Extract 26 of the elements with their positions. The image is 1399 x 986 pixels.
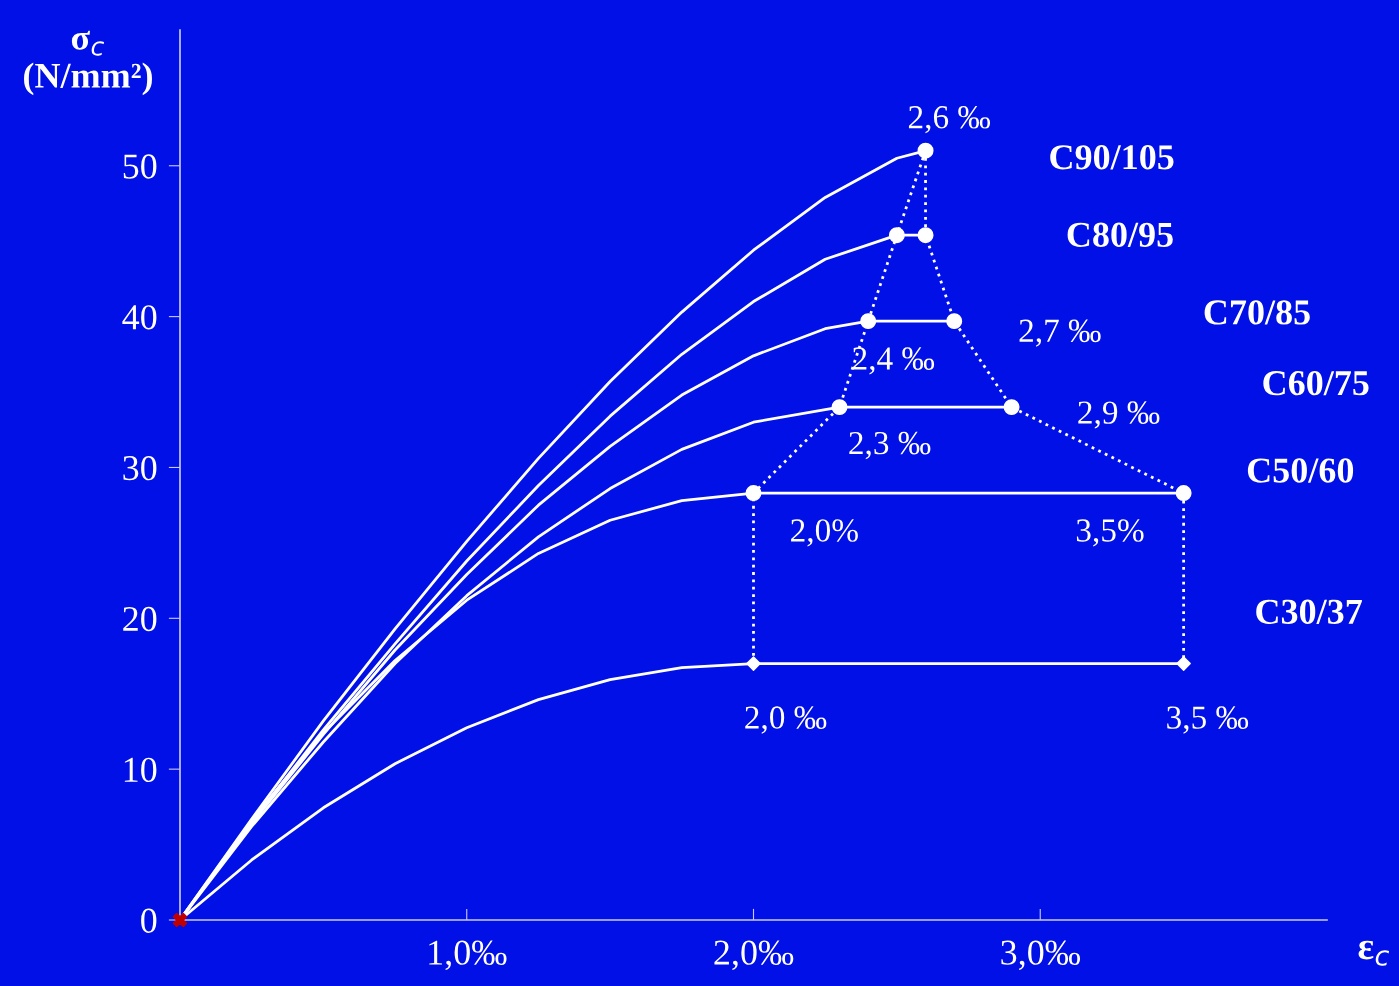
annotation: 2,6 ‰ xyxy=(908,105,991,134)
y-tick-label: 20 xyxy=(123,606,157,632)
text: C60/75 xyxy=(1263,370,1369,396)
y-tick-label: 40 xyxy=(122,305,157,330)
x-tick-label: 3,0‰ xyxy=(1001,940,1081,971)
annotation: 2,0 ‰ xyxy=(745,706,827,734)
y-axis-title: σ$_{c}$ (N/mm²) xyxy=(24,30,152,96)
series-label: C50/60 xyxy=(1247,458,1354,483)
x-tick-label: 1,0‰ xyxy=(429,940,507,971)
annotation: 2,4 ‰ xyxy=(853,347,935,375)
annotation: 2,0% xyxy=(791,519,858,547)
y-tick-label: 50 xyxy=(123,154,157,179)
annotation: 2,9 ‰ xyxy=(1078,401,1160,429)
text: C80/95 xyxy=(1067,222,1173,247)
annotation: 3,5% xyxy=(1076,519,1144,547)
annotation: 2,3 ‰ xyxy=(849,431,931,460)
y-tick-label: 10 xyxy=(124,757,157,783)
x-axis-title: ε$_{c}$ xyxy=(1358,940,1390,966)
y-tick-label: 30 xyxy=(123,455,157,481)
x-tick-label: 2,0‰ xyxy=(714,940,794,971)
text: C90/105 xyxy=(1050,145,1174,170)
annotation: 2,7 ‰ xyxy=(1019,319,1101,347)
text: C70/85 xyxy=(1204,300,1310,325)
annotation: 3,5 ‰ xyxy=(1167,706,1249,734)
text: C30/37 xyxy=(1256,599,1362,624)
y-tick-label: 0 xyxy=(141,908,157,933)
